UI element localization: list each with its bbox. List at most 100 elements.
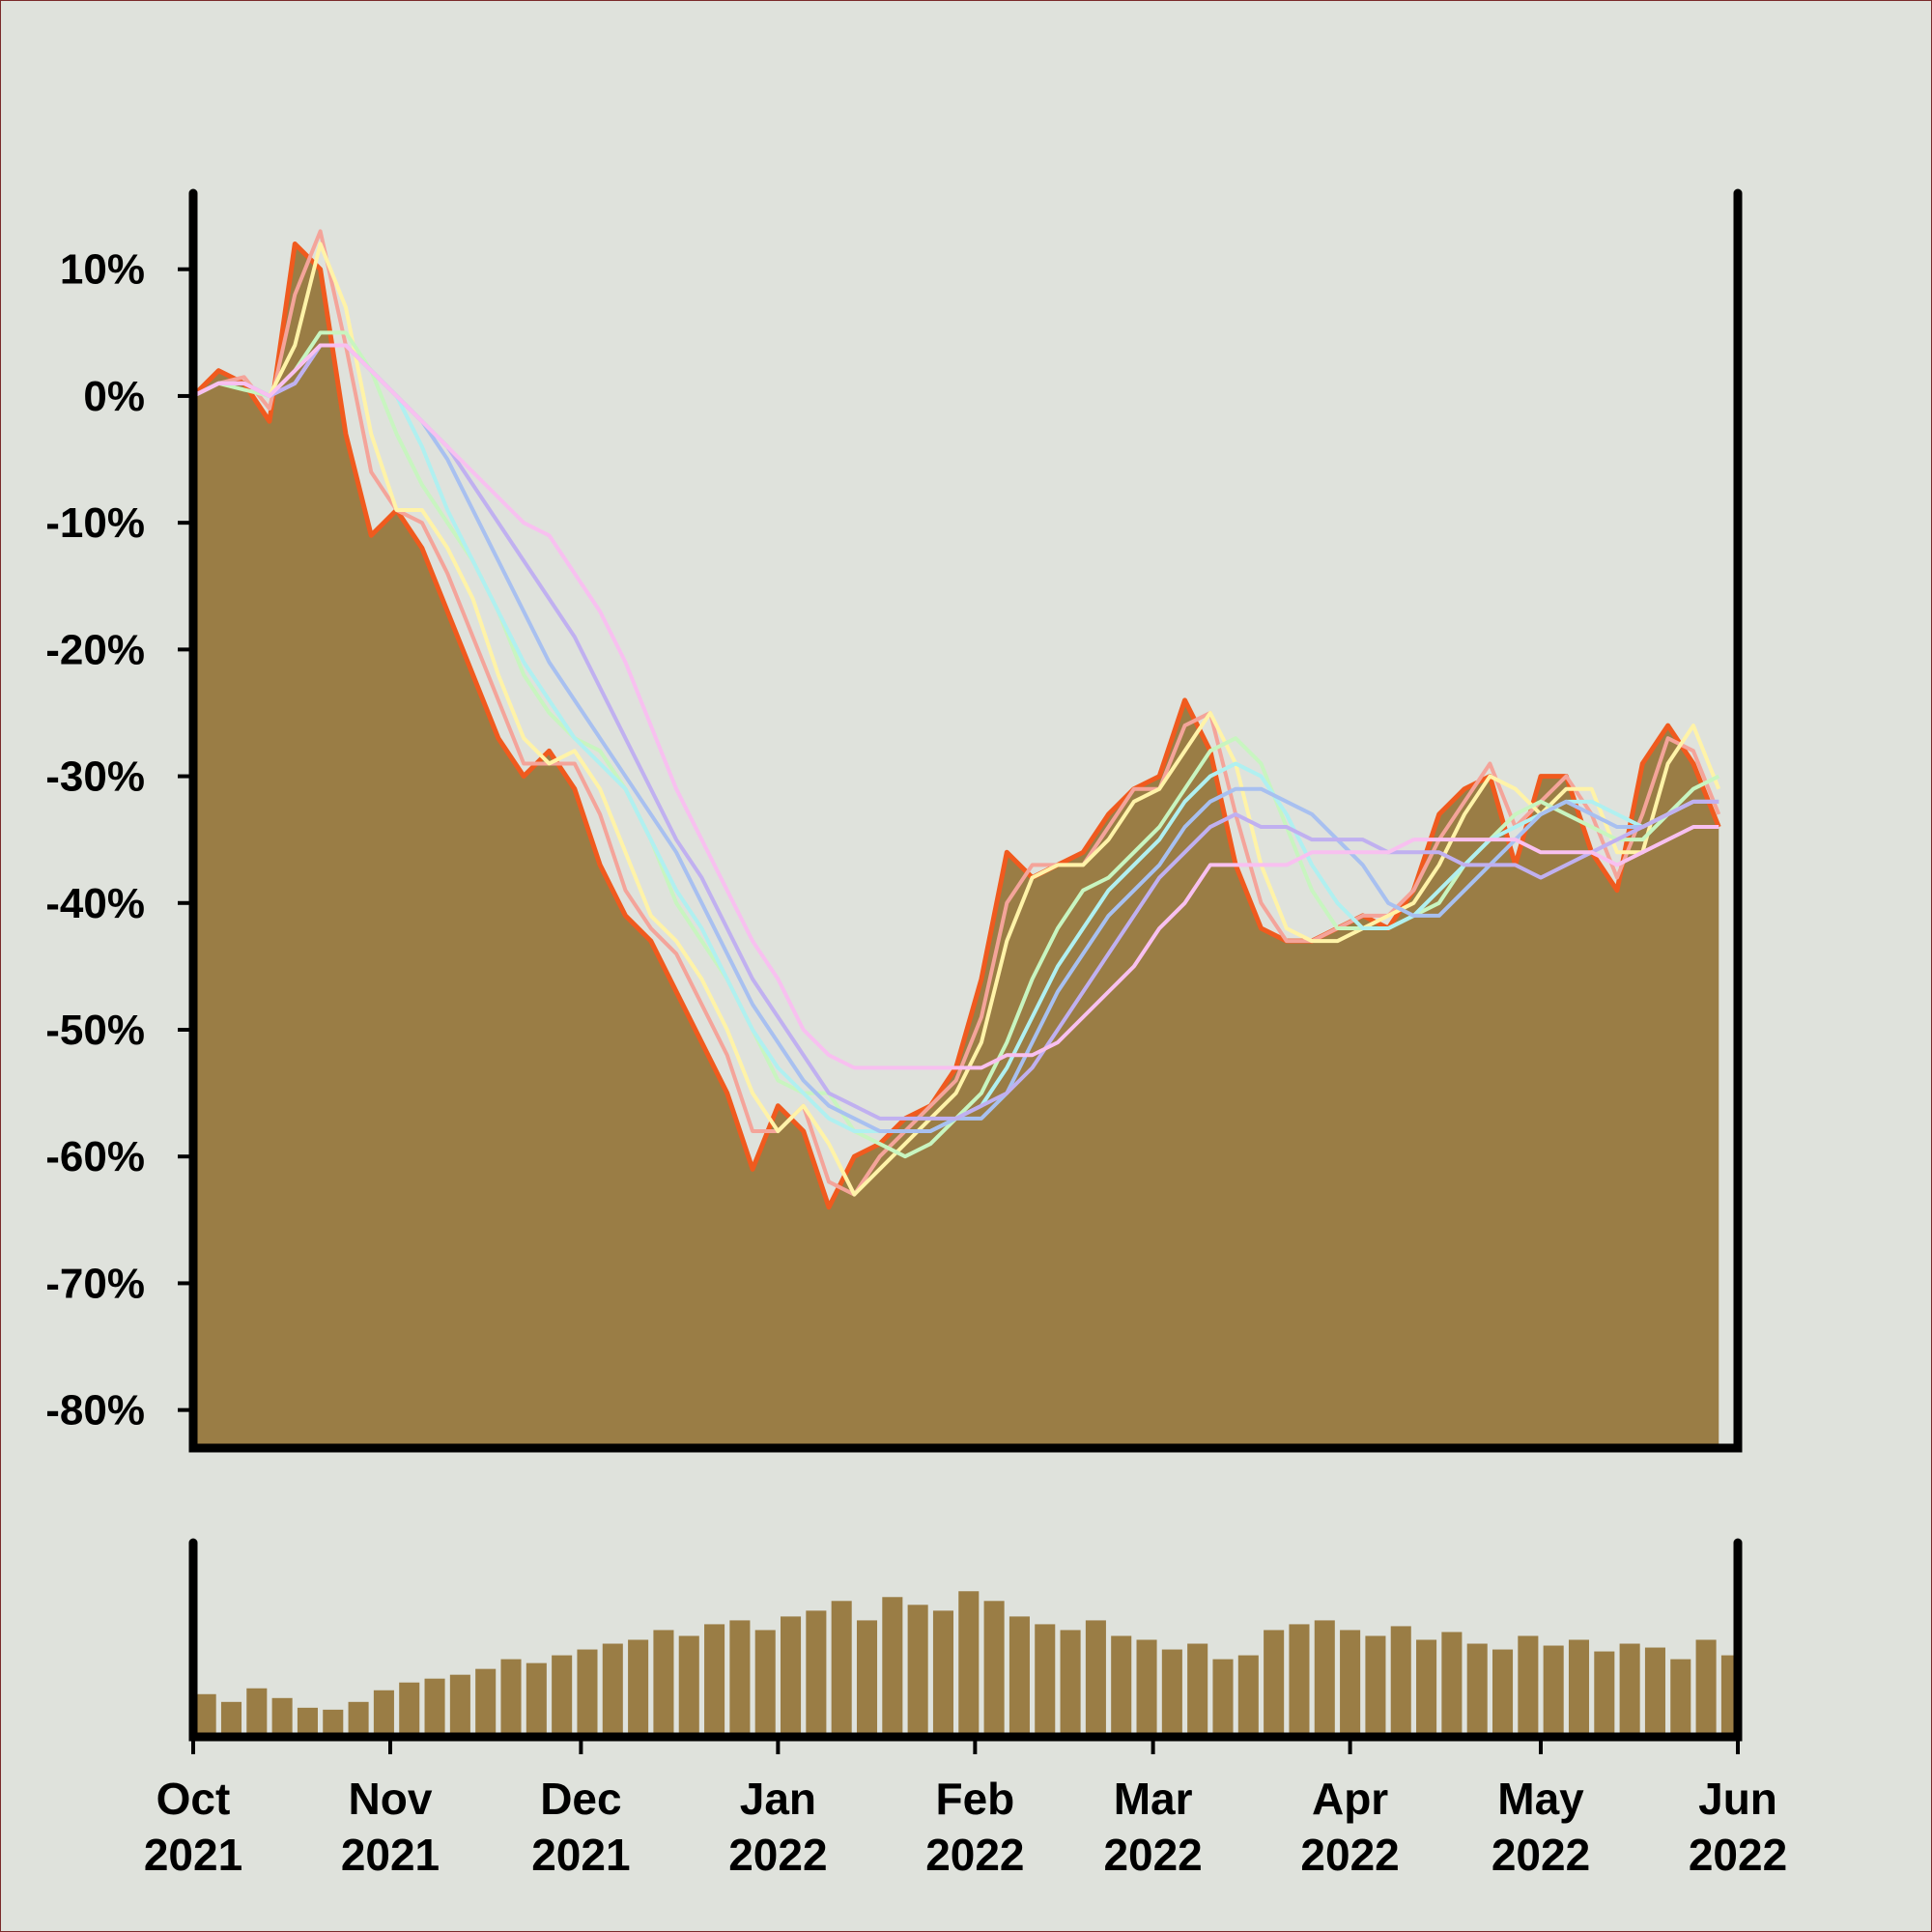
volume-bar: [1009, 1616, 1030, 1737]
volume-bar: [1670, 1659, 1691, 1737]
volume-bar: [1314, 1620, 1335, 1737]
volume-bar: [1594, 1651, 1615, 1737]
moving-average-line: [192, 229, 1721, 1197]
volume-bar: [602, 1643, 623, 1737]
volume-bar: [678, 1635, 699, 1737]
volume-bar: [1543, 1645, 1564, 1737]
volume-bar: [1237, 1655, 1259, 1737]
volume-bar: [1365, 1635, 1386, 1737]
x-tick-label-line: Jan: [740, 1774, 816, 1824]
x-tick-label: Apr 2022: [1300, 1774, 1399, 1880]
volume-bar: [526, 1662, 547, 1737]
volume-bar: [754, 1630, 776, 1737]
x-tick-label-line: Oct: [156, 1774, 231, 1824]
volume-bar: [1518, 1635, 1539, 1737]
volume-bar: [246, 1688, 268, 1737]
volume-bar: [271, 1697, 293, 1737]
volume-bar: [1212, 1659, 1234, 1737]
volume-bar: [220, 1701, 242, 1737]
y-tick-label: -80%: [45, 1387, 145, 1435]
x-tick-label-line: Feb: [935, 1774, 1014, 1824]
volume-bar: [653, 1630, 674, 1737]
x-tick-label-line: Apr: [1312, 1774, 1388, 1824]
volume-bar: [449, 1674, 470, 1737]
volume-bar: [856, 1620, 878, 1737]
volume-bar: [195, 1693, 216, 1737]
volume-bar: [729, 1620, 751, 1737]
x-tick-label-line: 2021: [341, 1830, 440, 1880]
x-tick-label-line: 2021: [531, 1830, 630, 1880]
x-tick-label-line: 2022: [1689, 1830, 1787, 1880]
y-tick-label: 0%: [83, 373, 145, 420]
x-tick-label-line: Jun: [1698, 1774, 1777, 1824]
moving-average-line: [192, 242, 1721, 1197]
x-tick-label: Feb 2022: [925, 1774, 1024, 1880]
volume-bar: [1264, 1630, 1285, 1737]
volume-bar: [882, 1597, 903, 1737]
volume-bar: [781, 1616, 802, 1737]
volume-bar: [1695, 1639, 1717, 1737]
x-tick-label-line: 2022: [1492, 1830, 1590, 1880]
x-tick-label: Jun 2022: [1689, 1774, 1787, 1880]
volume-bar: [373, 1690, 394, 1737]
volume-bar: [1111, 1635, 1132, 1737]
volume-bar: [831, 1601, 852, 1737]
x-tick-label-line: May: [1497, 1774, 1584, 1824]
volume-bar: [475, 1668, 497, 1737]
volume-bar: [1085, 1620, 1106, 1737]
x-tick-label: Mar 2022: [1103, 1774, 1202, 1880]
area: [193, 243, 1719, 1448]
volume-bar: [424, 1678, 445, 1737]
x-tick-label-line: 2022: [925, 1830, 1024, 1880]
x-tick-label: May 2022: [1492, 1774, 1590, 1880]
x-tick-label: Dec 2021: [531, 1774, 630, 1880]
volume-bar: [907, 1605, 928, 1737]
y-tick-label: -30%: [45, 753, 145, 801]
volume-bar: [806, 1610, 827, 1737]
x-tick-label: Oct 2021: [144, 1774, 242, 1880]
volume-bar: [577, 1649, 598, 1737]
moving-average-line: [192, 343, 1719, 1070]
volume-bar: [1060, 1630, 1081, 1737]
x-tick-label: Nov 2021: [341, 1774, 440, 1880]
volume-bar: [1492, 1649, 1514, 1737]
volume-bar: [1289, 1624, 1310, 1737]
y-tick-label: 10%: [60, 246, 145, 294]
x-tick-label: Jan 2022: [728, 1774, 827, 1880]
volume-bar: [1390, 1626, 1411, 1737]
volume-bar: [1619, 1643, 1640, 1737]
volume-bar: [1340, 1630, 1361, 1737]
axis-frame: [188, 1538, 1743, 1742]
y-tick-label: -20%: [45, 626, 145, 673]
volume-bar: [1161, 1649, 1182, 1737]
y-tick-label: -10%: [45, 499, 145, 547]
volume-bar: [552, 1655, 573, 1737]
x-tick-label-line: 2022: [1300, 1830, 1399, 1880]
x-tick-label-line: Mar: [1114, 1774, 1193, 1824]
x-tick-label-line: Nov: [349, 1774, 433, 1824]
y-tick-label: -70%: [45, 1260, 145, 1307]
volume-bar: [297, 1707, 318, 1737]
volume-bar: [1136, 1639, 1157, 1737]
volume-bar: [500, 1659, 522, 1737]
volume-bar: [1416, 1639, 1437, 1737]
x-tick-label-line: Dec: [540, 1774, 621, 1824]
volume-bar: [1035, 1624, 1056, 1737]
volume-bar: [348, 1701, 369, 1737]
volume-bar: [628, 1639, 649, 1737]
x-tick-label-line: 2022: [1103, 1830, 1202, 1880]
volume-bar: [399, 1682, 420, 1737]
volume-bar: [958, 1591, 980, 1737]
y-tick-label: -40%: [45, 880, 145, 927]
volume-bar: [1187, 1643, 1208, 1737]
volume-bar: [1441, 1632, 1463, 1737]
x-tick-label-line: 2022: [728, 1830, 827, 1880]
x-tick-label-line: 2021: [144, 1830, 242, 1880]
volume-bar: [983, 1601, 1005, 1737]
volume-bar: [704, 1624, 725, 1737]
volume-bar: [323, 1709, 344, 1737]
y-tick-label: -60%: [45, 1133, 145, 1180]
axis-frame: [188, 188, 1743, 1453]
volume-bar: [1644, 1647, 1665, 1737]
